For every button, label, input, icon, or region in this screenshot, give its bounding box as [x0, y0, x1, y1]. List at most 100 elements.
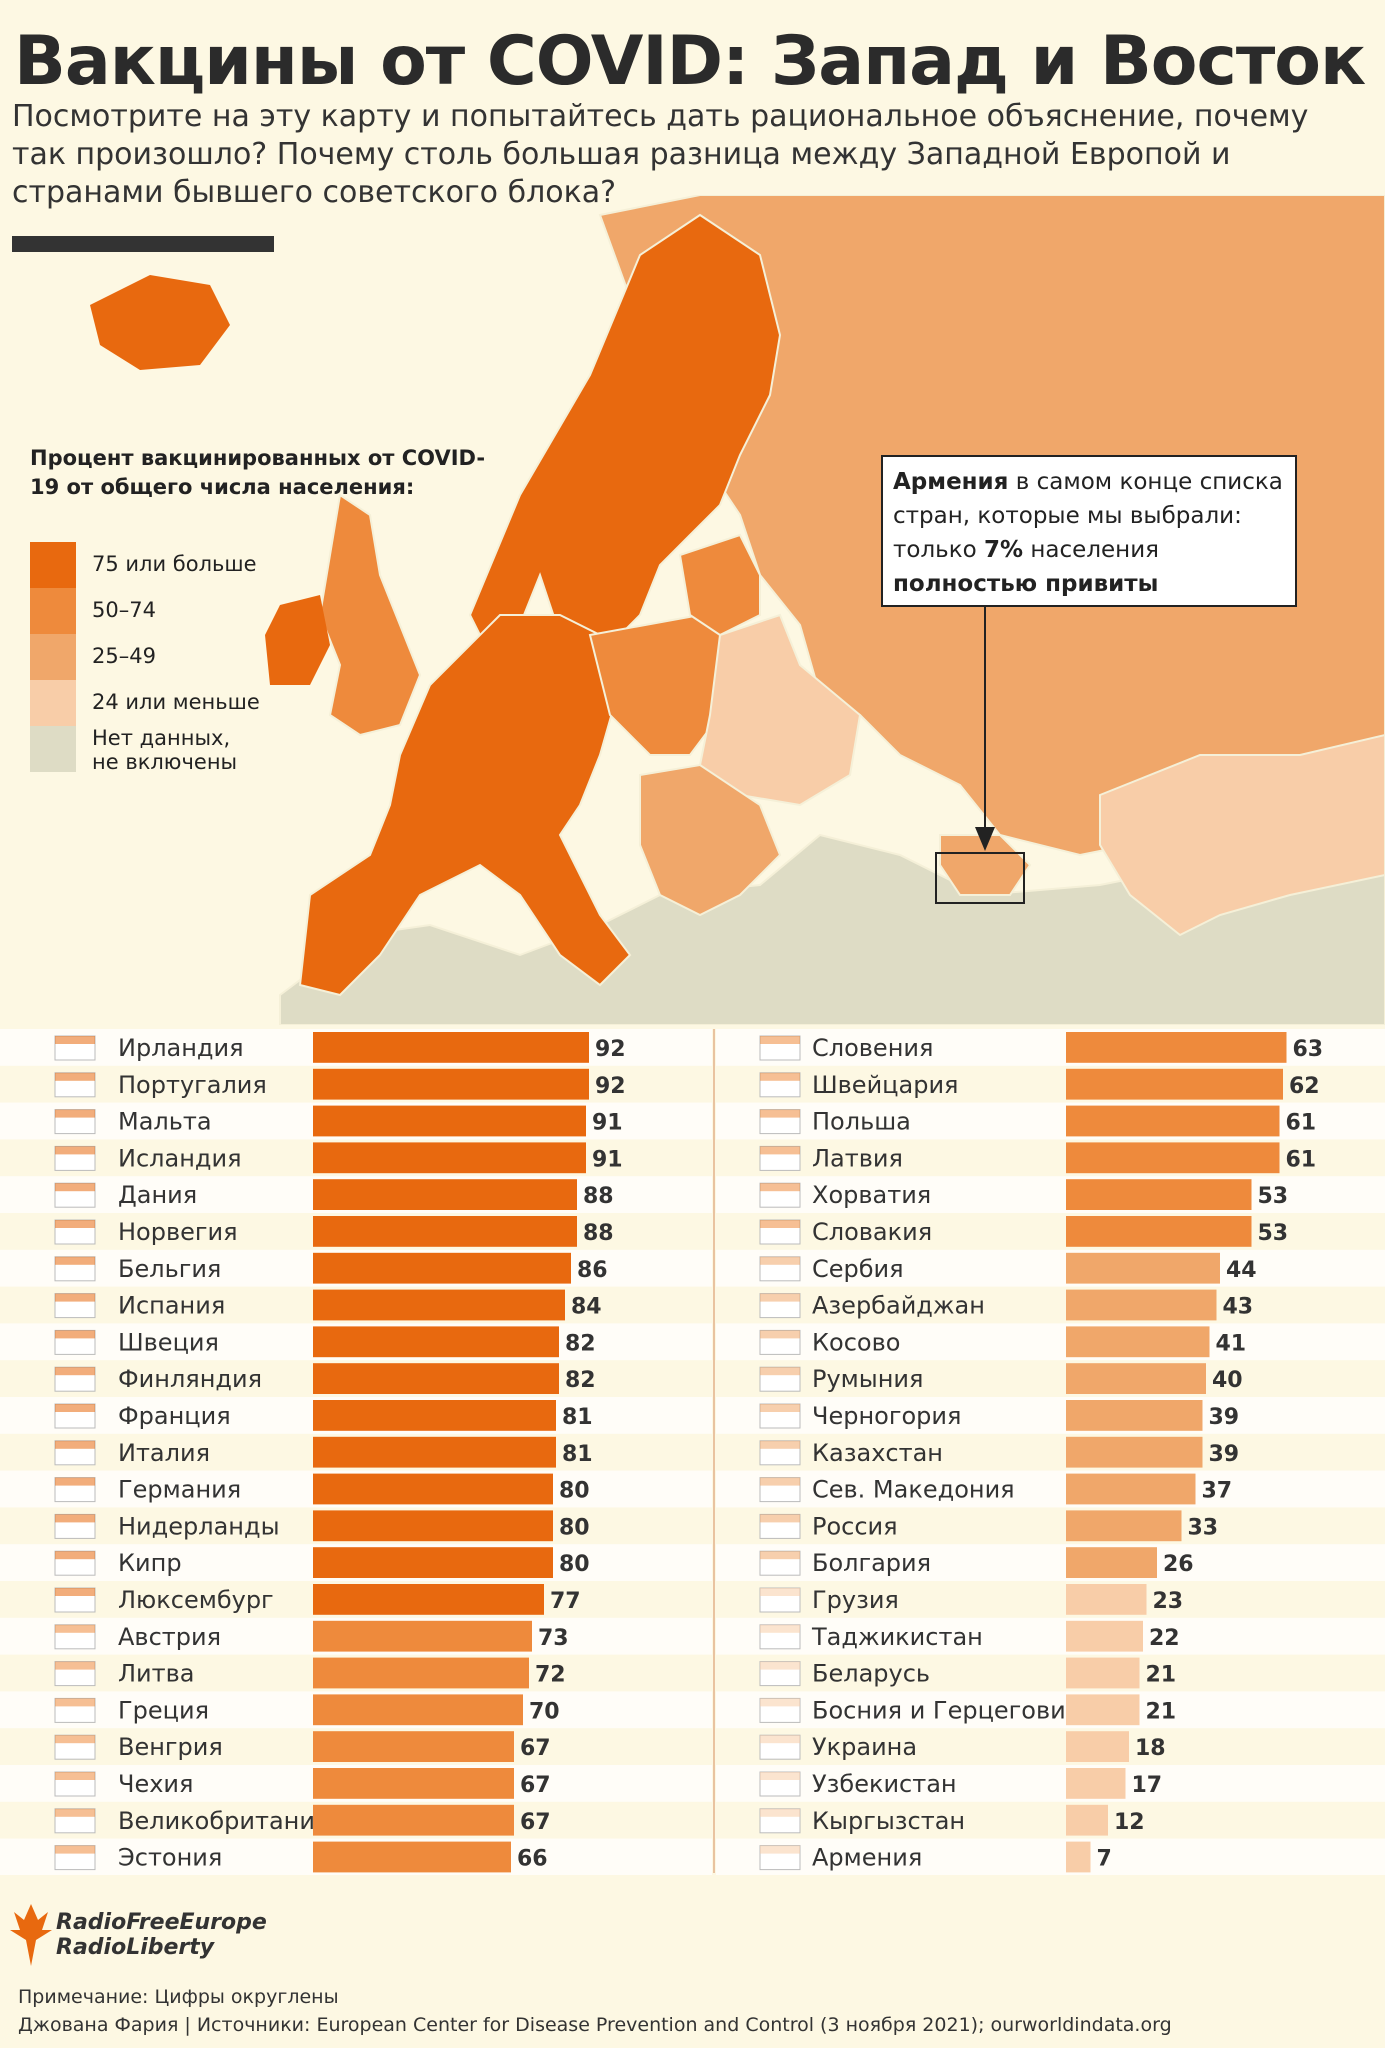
data-label: 67: [520, 1736, 551, 1761]
country-flag-stripe: [760, 1293, 800, 1302]
row-stripe: [716, 1397, 1385, 1434]
bar: [313, 1032, 589, 1063]
data-label: 80: [559, 1552, 590, 1577]
region-caucasus: [939, 834, 1032, 896]
country-flag-stripe: [760, 1330, 800, 1339]
vaccination-bar-chart: Ирландия 92 Португалия 92 Мальта 91 Исландия 91…: [0, 1029, 1385, 1875]
row-stripe: [716, 1249, 1385, 1287]
bar: [313, 1804, 514, 1836]
country-flag-stripe: [760, 1624, 800, 1633]
bar: [1066, 1768, 1126, 1799]
region-balkans: [639, 763, 782, 917]
data-label: 41: [1216, 1331, 1247, 1356]
legend-title: Процент вакцинированных от COVID-19 от о…: [30, 446, 486, 499]
data-label: 43: [1223, 1295, 1254, 1320]
bar: [313, 1768, 514, 1799]
country-flag-stripe: [760, 1404, 800, 1412]
country-label: Словакия: [812, 1218, 932, 1246]
data-label: 88: [583, 1221, 614, 1246]
country-flag-stripe: [55, 1146, 95, 1155]
region-ireland: [265, 595, 330, 685]
country-flag-stripe: [55, 1330, 95, 1339]
country-label: Люксембург: [118, 1586, 274, 1614]
country-label: Казахстан: [812, 1439, 943, 1467]
bar: [313, 1068, 589, 1100]
region-scandinavia: [468, 213, 782, 657]
armenia-highlight-box: [935, 852, 1025, 904]
country-label: Узбекистан: [812, 1770, 957, 1798]
bar: [1066, 1400, 1203, 1431]
bar: [313, 1694, 523, 1726]
country-flag-stripe: [55, 1404, 95, 1412]
country-label: Грузия: [812, 1586, 899, 1614]
country-label: Австрия: [118, 1623, 221, 1651]
country-label: Литва: [118, 1660, 194, 1688]
data-label: 72: [535, 1663, 566, 1688]
country-label: Германия: [118, 1476, 241, 1504]
country-flag-stripe: [55, 1624, 95, 1633]
data-label: 23: [1153, 1589, 1184, 1614]
country-label: Великобритания: [118, 1807, 329, 1835]
bar: [1066, 1068, 1283, 1100]
callout-arrowhead: [975, 827, 995, 851]
country-flag-stripe: [760, 1477, 800, 1486]
country-label: Норвегия: [118, 1218, 238, 1246]
data-label: 61: [1286, 1111, 1317, 1136]
subtitle: Посмотрите на эту карту и попытайтесь да…: [12, 99, 1309, 210]
country-flag-stripe: [760, 1109, 800, 1118]
bar: [1066, 1105, 1280, 1137]
legend-label: 25–49: [92, 644, 156, 668]
bar: [1066, 1326, 1210, 1358]
page-title: Вакцины от COVID: Запад и Восток: [14, 22, 1366, 101]
data-label: 44: [1226, 1258, 1257, 1283]
bar: [313, 1620, 532, 1652]
country-label: Нидерланды: [118, 1512, 280, 1540]
country-label: Армения: [812, 1844, 922, 1872]
data-label: 63: [1293, 1037, 1324, 1062]
country-label: Латвия: [812, 1144, 903, 1172]
bar: [313, 1584, 544, 1615]
country-label: Украина: [812, 1733, 917, 1761]
rferl-logo-text: RadioFreeEurope RadioLiberty: [56, 1910, 267, 1960]
bar: [1066, 1584, 1147, 1615]
callout-emphasis: полностью привиты: [893, 571, 1159, 597]
country-flag-stripe: [760, 1220, 800, 1228]
title-rule: [12, 236, 274, 252]
country-flag-stripe: [760, 1661, 800, 1670]
data-label: 53: [1258, 1184, 1289, 1209]
bar: [313, 1473, 553, 1505]
bar: [313, 1841, 511, 1873]
country-label: Россия: [812, 1512, 898, 1540]
data-label: 53: [1258, 1221, 1289, 1246]
callout-country: Армения: [893, 469, 1009, 495]
bar: [313, 1142, 586, 1174]
bar: [1066, 1216, 1252, 1247]
data-label: 39: [1209, 1405, 1240, 1430]
country-label: Польша: [812, 1108, 911, 1136]
country-flag-stripe: [760, 1036, 800, 1044]
country-flag-stripe: [760, 1772, 800, 1780]
country-label: Сев. Македония: [812, 1476, 1015, 1504]
bar: [1066, 1436, 1203, 1468]
data-label: 92: [595, 1037, 626, 1062]
bar: [1066, 1731, 1129, 1762]
bar: [313, 1547, 553, 1578]
data-label: 70: [529, 1699, 560, 1724]
legend-label: 24 или меньше: [92, 690, 260, 714]
country-flag-stripe: [55, 1256, 95, 1265]
data-label: 66: [517, 1847, 548, 1872]
row-stripe: [716, 1470, 1385, 1508]
data-label: 18: [1135, 1736, 1166, 1761]
row-stripe: [716, 1323, 1385, 1361]
bar: [313, 1326, 559, 1358]
region-uk: [318, 493, 422, 737]
europe-map: [90, 195, 1385, 1025]
bar: [1066, 1289, 1217, 1321]
data-label: 67: [520, 1810, 551, 1835]
country-label: Босния и Герцеговина: [812, 1696, 1096, 1724]
country-flag-stripe: [760, 1514, 800, 1523]
data-label: 21: [1146, 1699, 1177, 1724]
country-flag-stripe: [55, 1845, 95, 1854]
data-label: 81: [562, 1405, 593, 1430]
country-label: Венгрия: [118, 1733, 223, 1761]
